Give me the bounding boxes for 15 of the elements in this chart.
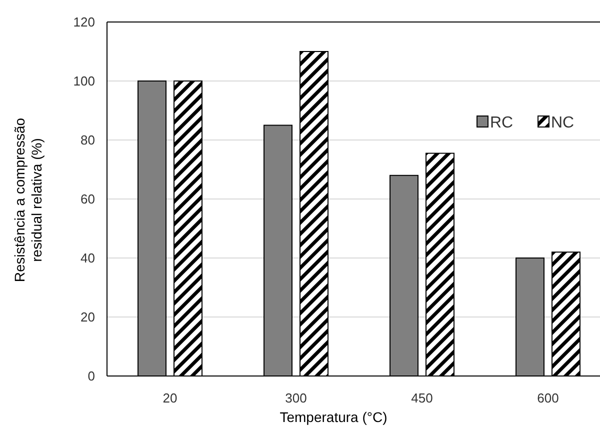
y-tick-label: 100 — [73, 74, 95, 89]
y-tick-label: 0 — [88, 368, 95, 384]
y-tick-label: 20 — [80, 310, 95, 325]
y-tick-label: 60 — [80, 192, 95, 207]
x-axis-title: Temperatura (°C) — [280, 409, 388, 425]
y-tick-label: 120 — [73, 14, 95, 30]
x-tick-label: 300 — [285, 390, 307, 406]
x-tick-label: 20 — [162, 390, 178, 406]
x-tick-label: 450 — [411, 390, 433, 406]
y-tick-label: 40 — [80, 250, 95, 266]
legend-label: RC — [490, 114, 514, 132]
x-tick-label: 600 — [537, 390, 559, 406]
legend-label: NC — [551, 114, 574, 132]
y-axis-title: Resistência a compressão residual relativa (%) — [12, 118, 44, 282]
y-tick-label: 80 — [80, 132, 95, 148]
